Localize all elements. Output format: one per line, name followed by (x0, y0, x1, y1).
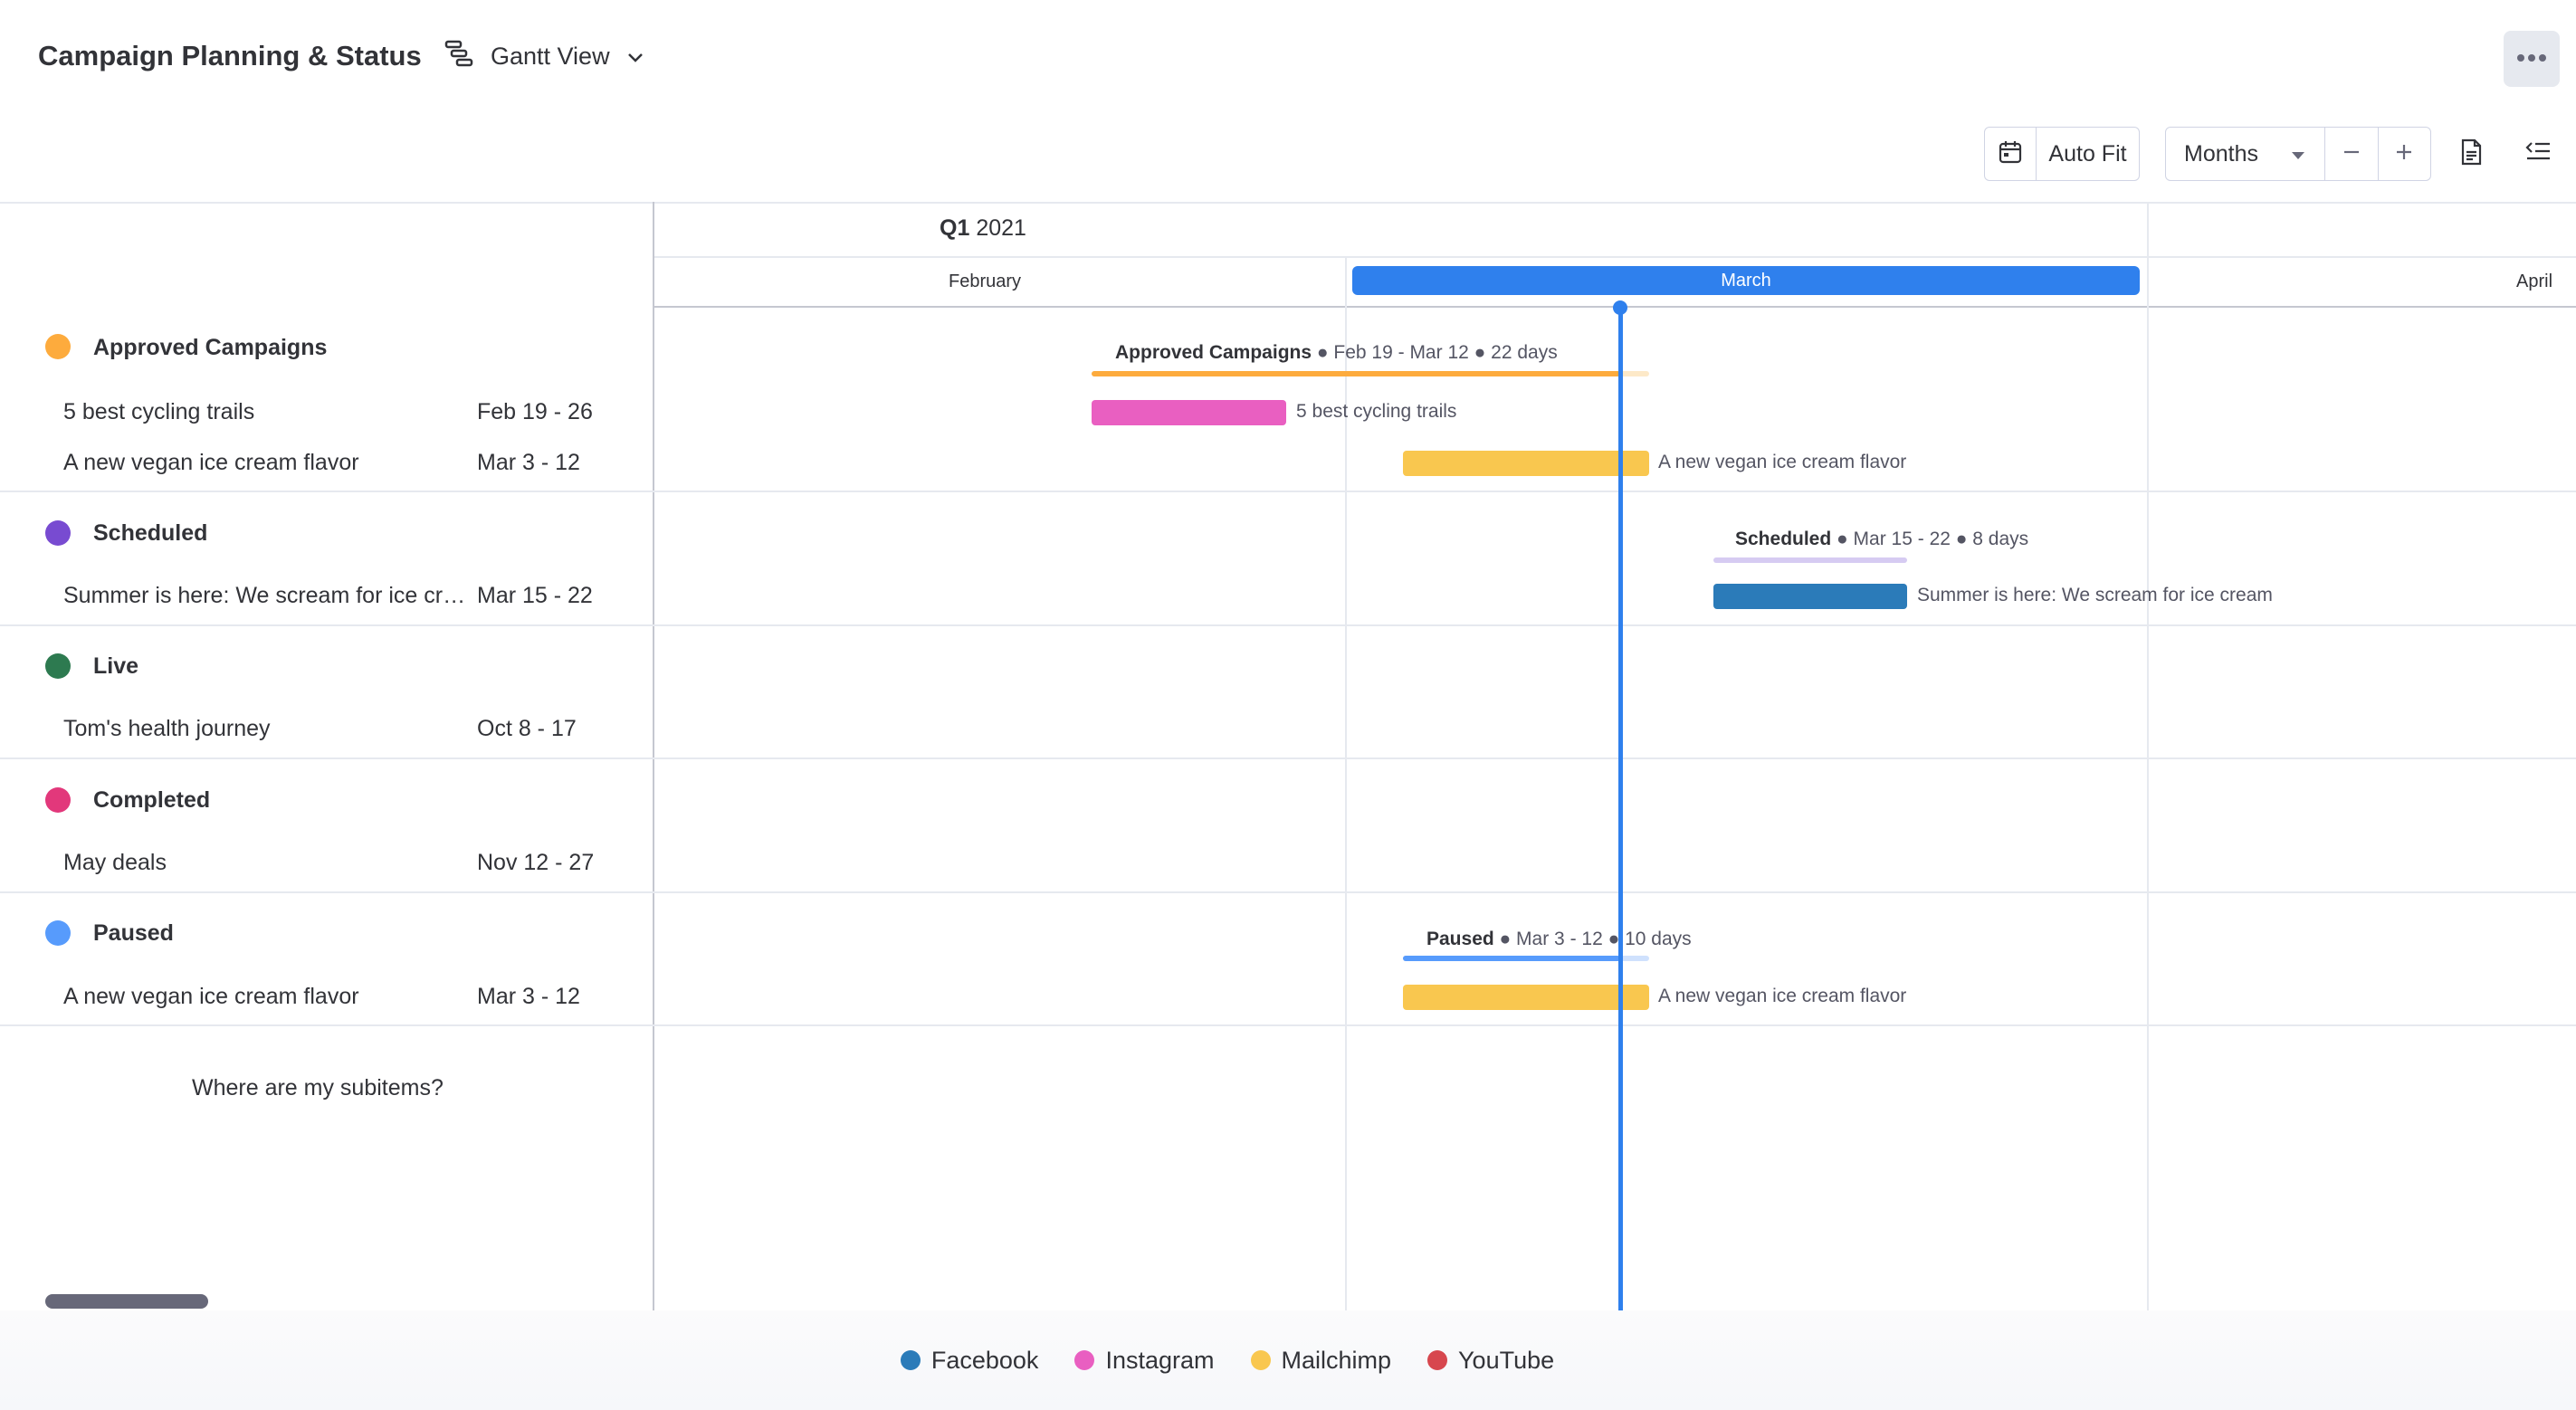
item-name[interactable]: 5 best cycling trails (63, 399, 255, 424)
group-span-progress (1092, 371, 1620, 376)
summary-group-name: Approved Campaigns (1115, 342, 1312, 363)
group-color-dot[interactable] (45, 520, 71, 546)
ellipsis-icon (2516, 51, 2547, 67)
view-selector[interactable]: Gantt View (444, 38, 644, 75)
gantt-icon (444, 38, 474, 75)
item-dates: Oct 8 - 17 (477, 716, 577, 741)
group-divider (0, 1024, 2576, 1026)
group-span-track (1713, 557, 1907, 563)
summary-group-name: Paused (1426, 929, 1494, 949)
zoom-control: Months (2165, 127, 2431, 181)
gantt-bar[interactable] (1403, 985, 1649, 1010)
gantt-bar[interactable] (1713, 584, 1907, 609)
legend-label: Mailchimp (1281, 1346, 1392, 1374)
item-name[interactable]: Summer is here: We scream for ice cre... (63, 583, 471, 608)
time-scale-value: Months (2184, 140, 2258, 167)
document-icon (2458, 138, 2484, 170)
month-march-current: March (1352, 266, 2140, 295)
collapse-panel-button[interactable] (2516, 132, 2560, 176)
gantt-bar-label: A new vegan ice cream flavor (1658, 452, 1907, 472)
group-name-approved[interactable]: Approved Campaigns (93, 335, 328, 360)
month-divider-march (1345, 256, 1347, 1310)
group-summary-approved: Approved Campaigns ● Feb 19 - Mar 12 ● 2… (1115, 342, 1558, 364)
legend-label: YouTube (1458, 1346, 1555, 1374)
quarter-name: Q1 (940, 215, 970, 241)
calendar-icon (1998, 139, 2023, 169)
legend-dot (1074, 1350, 1095, 1370)
group-summary-scheduled: Scheduled ● Mar 15 - 22 ● 8 days (1735, 529, 2028, 550)
item-name[interactable]: May deals (63, 850, 167, 875)
group-name-paused[interactable]: Paused (93, 920, 174, 946)
item-name[interactable]: A new vegan ice cream flavor (63, 450, 359, 475)
collapse-list-icon (2524, 140, 2552, 168)
group-divider (0, 891, 2576, 893)
time-scale-select[interactable]: Months (2166, 128, 2326, 180)
more-options-button[interactable] (2504, 31, 2560, 87)
legend-dot (1427, 1350, 1448, 1370)
minus-icon (2342, 142, 2361, 167)
legend-item-mailchimp: Mailchimp (1250, 1346, 1392, 1375)
group-color-dot[interactable] (45, 787, 71, 813)
group-summary-paused: Paused ● Mar 3 - 12 ● 10 days (1426, 929, 1692, 950)
gantt-bar[interactable] (1403, 451, 1649, 476)
gantt-bar-label: Summer is here: We scream for ice cream (1917, 585, 2273, 605)
view-label: Gantt View (491, 43, 610, 70)
item-dates: Feb 19 - 26 (477, 399, 593, 424)
subitems-help-link[interactable]: Where are my subitems? (192, 1075, 444, 1100)
legend-label: Instagram (1105, 1346, 1215, 1374)
quarter-label: Q1 2021 (940, 215, 1026, 242)
today-marker-dot (1613, 300, 1627, 315)
summary-group-name: Scheduled (1735, 529, 1832, 549)
gantt-bar-label: 5 best cycling trails (1296, 401, 1457, 422)
toolbar-divider (0, 202, 2576, 204)
month-divider-april (2147, 202, 2149, 1310)
export-button[interactable] (2449, 132, 2493, 176)
auto-fit-button[interactable]: Auto Fit (2048, 140, 2127, 167)
group-name-live[interactable]: Live (93, 653, 139, 679)
legend-dot (900, 1350, 921, 1370)
calendar-button[interactable] (1985, 128, 2037, 180)
group-divider (0, 624, 2576, 626)
caret-down-icon (2290, 141, 2306, 167)
item-dates: Mar 3 - 12 (477, 984, 580, 1009)
legend: Facebook Instagram Mailchimp YouTube (0, 1310, 2576, 1410)
group-name-scheduled[interactable]: Scheduled (93, 520, 208, 546)
group-color-dot[interactable] (45, 920, 71, 946)
gantt-bar-label: A new vegan ice cream flavor (1658, 986, 1907, 1006)
gantt-bar[interactable] (1092, 400, 1286, 425)
group-name-completed[interactable]: Completed (93, 787, 211, 813)
group-color-dot[interactable] (45, 334, 71, 359)
board-title: Campaign Planning & Status (38, 40, 422, 71)
summary-range: ● Mar 3 - 12 ● 10 days (1493, 929, 1692, 949)
legend-label: Facebook (930, 1346, 1039, 1374)
group-divider (0, 491, 2576, 492)
today-marker-line (1618, 306, 1623, 1310)
item-name[interactable]: A new vegan ice cream flavor (63, 984, 359, 1009)
month-february: February (949, 272, 1022, 291)
horizontal-scrollbar[interactable] (45, 1294, 208, 1309)
summary-range: ● Mar 15 - 22 ● 8 days (1831, 529, 2029, 549)
legend-item-instagram: Instagram (1074, 1346, 1215, 1375)
legend-item-youtube: YouTube (1427, 1347, 1554, 1375)
quarter-divider (654, 256, 2576, 258)
item-dates: Mar 15 - 22 (477, 583, 593, 608)
group-color-dot[interactable] (45, 653, 71, 679)
quarter-year: 2021 (976, 215, 1026, 241)
item-dates: Mar 3 - 12 (477, 450, 580, 475)
plus-icon (2394, 142, 2414, 167)
month-april: April (2516, 272, 2553, 291)
zoom-out-button[interactable] (2325, 128, 2379, 180)
group-divider (0, 757, 2576, 759)
panel-divider (653, 202, 654, 1310)
legend-item-facebook: Facebook (900, 1346, 1039, 1375)
item-name[interactable]: Tom's health journey (63, 716, 271, 741)
zoom-in-button[interactable] (2379, 128, 2430, 180)
legend-dot (1250, 1350, 1271, 1370)
group-span-progress (1403, 956, 1620, 961)
auto-fit-control[interactable]: Auto Fit (1984, 127, 2140, 181)
chevron-down-icon (626, 43, 644, 71)
item-dates: Nov 12 - 27 (477, 850, 595, 875)
summary-range: ● Feb 19 - Mar 12 ● 22 days (1312, 342, 1558, 363)
